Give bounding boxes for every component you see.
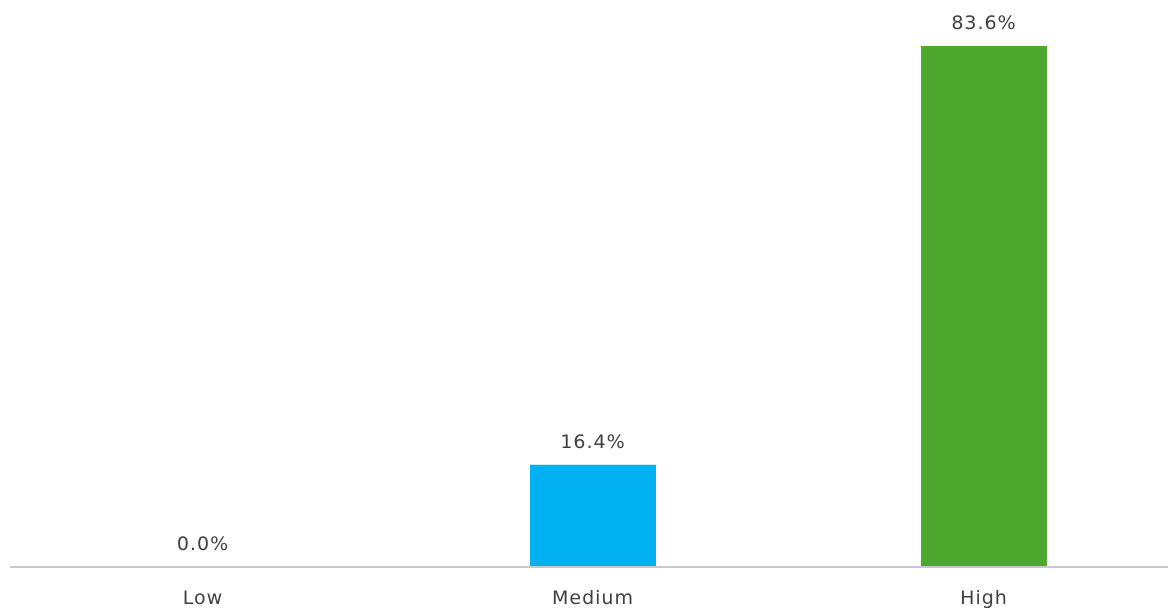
- bar-medium: [530, 464, 656, 567]
- x-tick-label-low: Low: [183, 587, 223, 609]
- data-label-high: 83.6%: [951, 12, 1016, 34]
- x-tick-labels-group: Low Medium High: [183, 587, 1008, 609]
- x-tick-label-medium: Medium: [552, 587, 634, 609]
- data-labels-group: 0.0% 16.4% 83.6%: [177, 12, 1016, 555]
- data-label-medium: 16.4%: [560, 431, 625, 453]
- data-label-low: 0.0%: [177, 533, 229, 555]
- bar-high: [921, 46, 1047, 567]
- x-tick-label-high: High: [960, 587, 1008, 609]
- bars-group: [530, 46, 1047, 567]
